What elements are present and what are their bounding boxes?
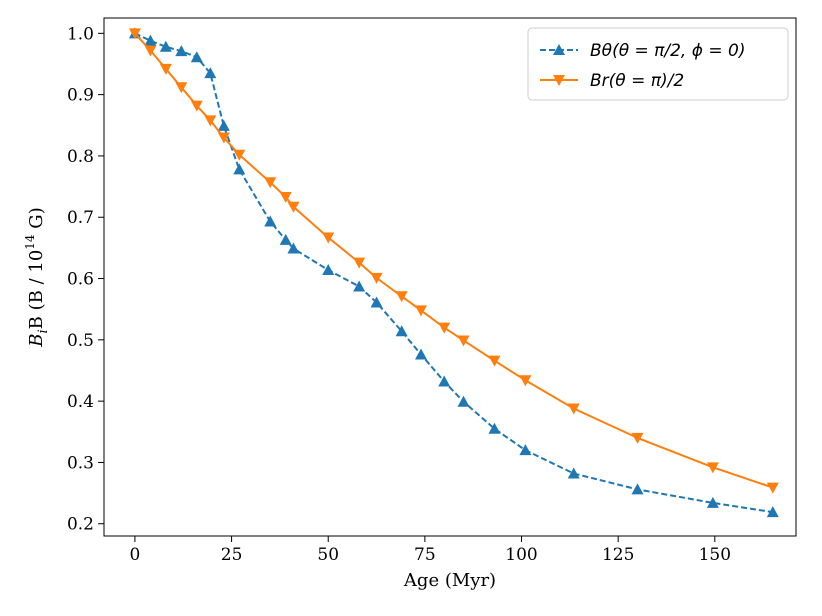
series-0-point xyxy=(370,296,383,308)
series-1-point xyxy=(322,232,335,244)
series-1-point xyxy=(287,201,300,213)
series-0-point xyxy=(204,67,217,79)
series-1-point xyxy=(706,462,719,474)
series-layer xyxy=(128,27,779,518)
series-0-point xyxy=(567,467,580,479)
series-0-point xyxy=(766,506,779,518)
x-tick-label: 150 xyxy=(699,545,731,565)
series-0-point xyxy=(144,34,157,46)
x-tick-label: 100 xyxy=(505,545,537,565)
legend-marker-btheta xyxy=(553,44,565,55)
series-1-point xyxy=(144,45,157,57)
legend-label-br: Br(θ = π)/2 xyxy=(590,71,684,91)
y-tick-label: 0.9 xyxy=(67,86,94,106)
series-0-point xyxy=(264,215,277,227)
y-tick-label: 0.7 xyxy=(67,208,94,228)
series-1-point xyxy=(415,305,428,317)
series-0-point xyxy=(519,444,532,456)
series-0-point xyxy=(488,422,501,434)
y-tick-label: 1.0 xyxy=(67,24,94,44)
plot-frame xyxy=(103,17,797,537)
series-1-point xyxy=(519,375,532,387)
y-axis-title-exp: 14 xyxy=(23,234,37,250)
series-0-point xyxy=(438,375,451,387)
series-1-point xyxy=(204,115,217,127)
series-1-point xyxy=(190,100,203,112)
legend-label-btheta: Bθ(θ = π/2, ϕ = 0) xyxy=(590,41,745,61)
x-tick-label: 75 xyxy=(414,545,436,565)
y-tick-label: 0.8 xyxy=(67,147,94,167)
series-0-point xyxy=(353,280,366,292)
series-1-point xyxy=(370,272,383,284)
y-axis-title-text: B (B / 10 xyxy=(26,250,47,330)
series-1-point xyxy=(567,403,580,415)
series-1-point xyxy=(457,335,470,347)
legend-box xyxy=(527,27,789,101)
legend-marker-br xyxy=(553,75,565,86)
series-0-point xyxy=(457,395,470,407)
series-1-point xyxy=(766,482,779,494)
y-tick-label: 0.2 xyxy=(67,515,94,535)
y-axis-title-sub: i xyxy=(36,329,51,333)
series-1-point xyxy=(159,63,172,75)
series-1-point xyxy=(438,322,451,334)
series-1-point xyxy=(217,132,230,144)
series-1-point xyxy=(175,82,188,94)
series-0-point xyxy=(287,242,300,254)
series-0-point xyxy=(175,45,188,57)
series-0-point xyxy=(631,483,644,495)
x-tick-label: 0 xyxy=(130,545,141,565)
y-axis-title-var: B xyxy=(26,333,47,347)
series-1-point xyxy=(353,257,366,269)
series-0-point xyxy=(706,496,719,508)
series-0-point xyxy=(395,325,408,337)
series-1-point xyxy=(128,28,141,40)
x-tick-label: 25 xyxy=(221,545,243,565)
series-0-point xyxy=(190,51,203,63)
series-1-point xyxy=(488,355,501,367)
y-axis-title: BiB (B / 1014 G) xyxy=(23,207,51,347)
y-tick-label: 0.3 xyxy=(67,453,94,473)
series-1-point xyxy=(264,177,277,189)
series-1-point xyxy=(279,192,292,204)
legend: Bθ(θ = π/2, ϕ = 0) Br(θ = π)/2 xyxy=(527,27,789,101)
series-1-point xyxy=(631,432,644,444)
axis-layer: 0 25 50 75 100 125 150 0.2 0.3 0.4 0.5 0.6 0.7 0.8 0.9… xyxy=(67,24,731,565)
series-0-point xyxy=(322,263,335,275)
series-0-point xyxy=(233,163,246,175)
x-axis-title: Age (Myr) xyxy=(403,570,496,591)
y-tick-label: 0.5 xyxy=(67,331,94,351)
x-tick-label: 125 xyxy=(602,545,634,565)
series-0-point xyxy=(415,348,428,360)
plot-background xyxy=(104,18,796,536)
y-axis-title-unit-text: G) xyxy=(26,207,47,228)
y-tick-label: 0.4 xyxy=(67,392,94,412)
series-0-point xyxy=(217,119,230,131)
series-0-point xyxy=(279,233,292,245)
x-tick-label: 50 xyxy=(317,545,339,565)
series-1-point xyxy=(233,149,246,161)
series-1-point xyxy=(395,291,408,303)
y-tick-label: 0.6 xyxy=(67,270,94,290)
series-0-point xyxy=(159,40,172,52)
